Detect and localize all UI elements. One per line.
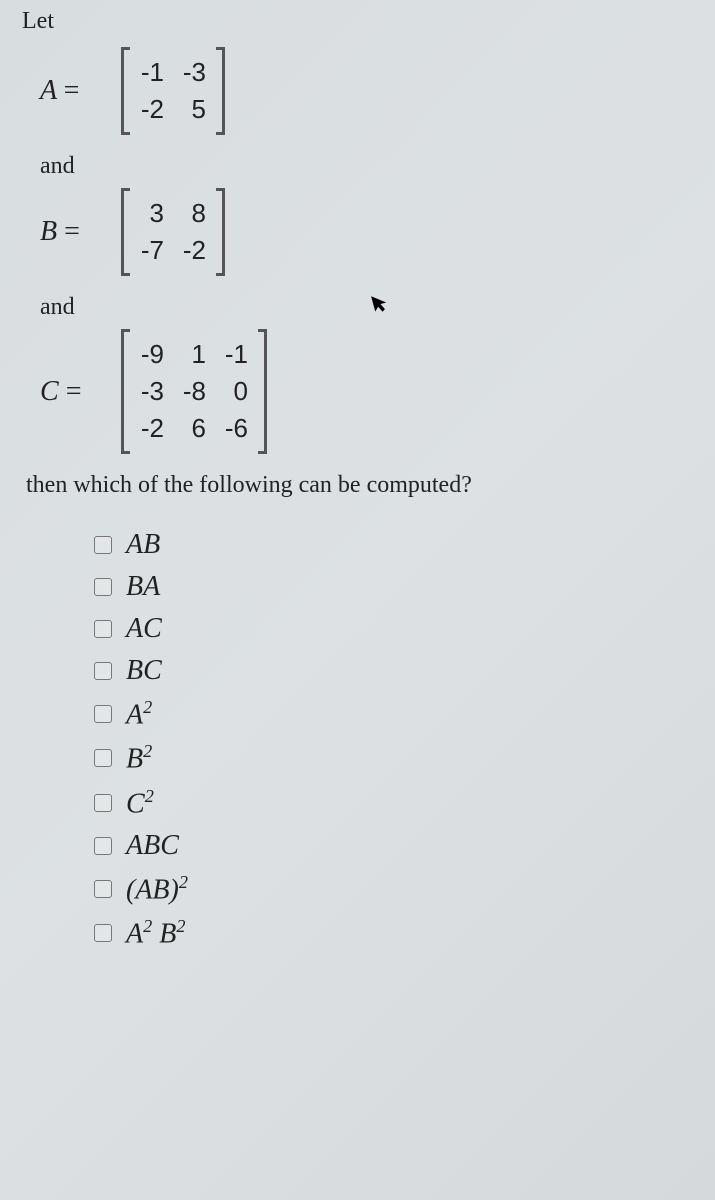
option-label: BC (126, 655, 162, 687)
matrix-grid: -1 -3 -2 5 (130, 47, 216, 135)
matrix-definition-B: B = 38 -7 -2 (40, 188, 695, 276)
bracket-right (216, 47, 230, 135)
matrix-cell: -7 (140, 235, 164, 266)
matrix-cell: -6 (224, 413, 248, 444)
option-label: C2 (126, 786, 154, 820)
matrix-cell: 6 (182, 413, 206, 444)
bracket-right (258, 329, 272, 454)
intro-text: Let (22, 8, 695, 35)
option-label: AB (126, 529, 160, 561)
option-AB[interactable]: AB (94, 529, 695, 561)
option-BC[interactable]: BC (94, 655, 695, 687)
option-label: BA (126, 571, 160, 603)
checkbox[interactable] (94, 705, 112, 723)
matrix-definition-C: C = -9 1 -1 -3 -8 0 -2 6 -6 (40, 329, 695, 454)
connector-and: and (40, 294, 695, 321)
matrix-grid: -9 1 -1 -3 -8 0 -2 6 -6 (130, 329, 258, 454)
checkbox[interactable] (94, 536, 112, 554)
option-C2[interactable]: C2 (94, 786, 695, 820)
connector-and: and (40, 153, 695, 180)
matrix-definition-A: A = -1 -3 -2 5 (40, 47, 695, 135)
option-(AB)2[interactable]: (AB)2 (94, 872, 695, 906)
matrix-cell: 3 (140, 198, 164, 229)
bracket-left (116, 47, 130, 135)
matrix-cell: -1 (140, 57, 164, 88)
option-label: A2 B2 (126, 916, 185, 950)
option-B2[interactable]: B2 (94, 741, 695, 775)
options-list: AB BA AC BC A2 B2 C2 ABC (AB)2 A2 B2 (94, 529, 695, 951)
checkbox[interactable] (94, 880, 112, 898)
matrix-cell: 8 (182, 198, 206, 229)
option-AC[interactable]: AC (94, 613, 695, 645)
matrix-cell: 0 (224, 376, 248, 407)
option-label: B2 (126, 741, 152, 775)
matrix-cell: -9 (140, 339, 164, 370)
bracket-left (116, 329, 130, 454)
matrix-cell: -2 (182, 235, 206, 266)
option-label: AC (126, 613, 162, 645)
matrix-cell: -3 (140, 376, 164, 407)
matrix-cell: -2 (140, 413, 164, 444)
matrix-name: A = (40, 75, 100, 107)
option-BA[interactable]: BA (94, 571, 695, 603)
option-A2B2[interactable]: A2 B2 (94, 916, 695, 950)
checkbox[interactable] (94, 620, 112, 638)
bracket-left (116, 188, 130, 276)
matrix-cell: 1 (182, 339, 206, 370)
matrix-name: C = (40, 376, 100, 408)
option-label: A2 (126, 697, 152, 731)
matrix-cell: -1 (224, 339, 248, 370)
matrix-cell: -8 (182, 376, 206, 407)
option-label: (AB)2 (126, 872, 188, 906)
option-ABC[interactable]: ABC (94, 830, 695, 862)
bracket-right (216, 188, 230, 276)
matrix-cell: 5 (182, 94, 206, 125)
checkbox[interactable] (94, 578, 112, 596)
matrix-cell: -2 (140, 94, 164, 125)
checkbox[interactable] (94, 924, 112, 942)
option-label: ABC (126, 830, 179, 862)
matrix-name: B = (40, 216, 100, 248)
checkbox[interactable] (94, 794, 112, 812)
matrix-cell: -3 (182, 57, 206, 88)
checkbox[interactable] (94, 662, 112, 680)
checkbox[interactable] (94, 837, 112, 855)
checkbox[interactable] (94, 749, 112, 767)
question-text: then which of the following can be compu… (26, 472, 695, 499)
matrix-grid: 38 -7 -2 (130, 188, 216, 276)
option-A2[interactable]: A2 (94, 697, 695, 731)
